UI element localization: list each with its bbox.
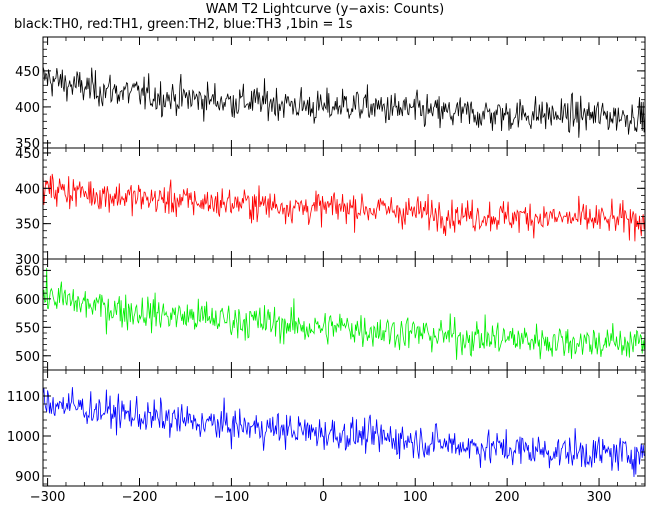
y-tick-label: 350 xyxy=(15,218,40,233)
panel-frame-TH2 xyxy=(42,258,646,371)
chart-subtitle: black:TH0, red:TH1, green:TH2, blue:TH3 … xyxy=(14,17,353,32)
y-tick-label: 450 xyxy=(15,147,40,162)
x-tick-label: −200 xyxy=(122,490,158,505)
y-tick-label: 300 xyxy=(15,253,40,268)
panel-frame-TH1 xyxy=(42,147,646,260)
x-tick-label: 100 xyxy=(403,490,428,505)
x-tick-label: 0 xyxy=(319,490,327,505)
series-line-TH2 xyxy=(43,268,645,360)
y-tick-label: 350 xyxy=(15,137,40,152)
x-tick-label: 300 xyxy=(587,490,612,505)
y-tick-label: 450 xyxy=(15,65,40,80)
y-tick-label: 400 xyxy=(15,182,40,197)
series-line-TH0 xyxy=(43,66,645,138)
series-line-TH1 xyxy=(43,172,645,242)
x-tick-label: −300 xyxy=(30,490,66,505)
y-tick-label: 500 xyxy=(15,350,40,365)
y-tick-label: 1000 xyxy=(7,430,40,445)
y-tick-label: 400 xyxy=(15,101,40,116)
y-tick-label: 600 xyxy=(15,293,40,308)
y-tick-label: 900 xyxy=(15,470,40,485)
chart-title: WAM T2 Lightcurve (y−axis: Counts) xyxy=(205,2,445,17)
x-tick-label: 200 xyxy=(495,490,520,505)
x-tick-label: −100 xyxy=(214,490,250,505)
series-line-TH3 xyxy=(43,387,645,478)
panel-frame-TH0 xyxy=(42,36,646,149)
y-tick-label: 1100 xyxy=(7,390,40,405)
y-tick-label: 650 xyxy=(15,264,40,279)
y-tick-label: 550 xyxy=(15,321,40,336)
